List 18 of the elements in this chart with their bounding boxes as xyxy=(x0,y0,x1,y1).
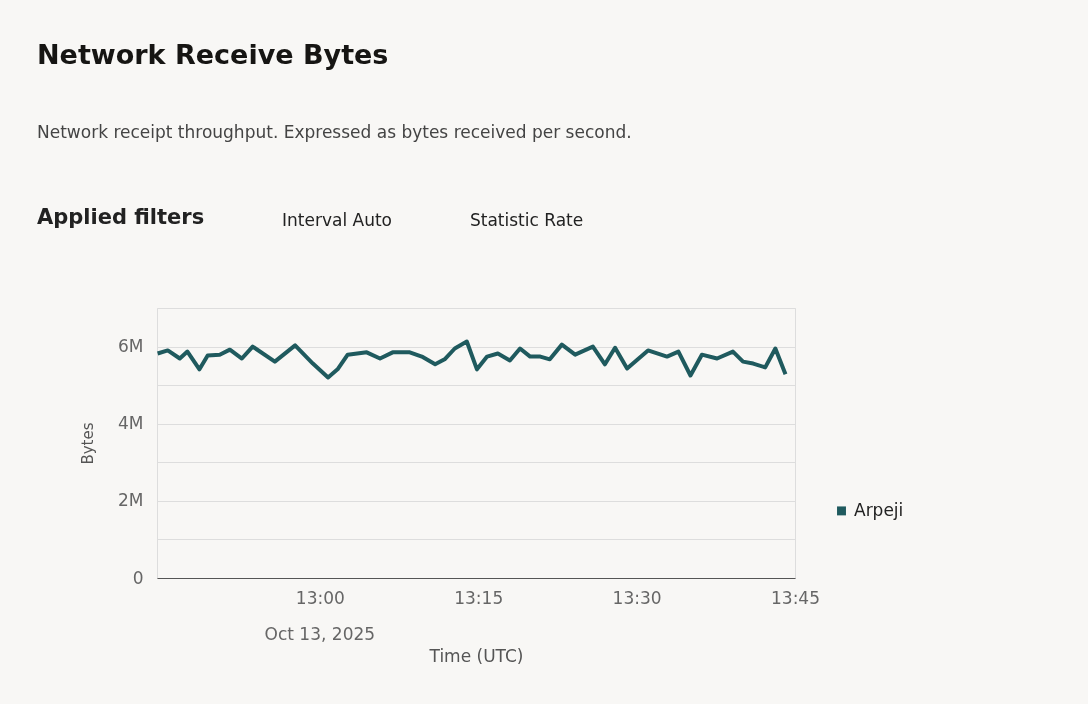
chart-title: Network Receive Bytes xyxy=(37,39,389,70)
x-tick-label: 13:30 xyxy=(612,587,662,608)
text: Oct 13, 2025 xyxy=(264,624,376,644)
text: Applied filters xyxy=(37,205,205,229)
x-tick-label: 13:45 xyxy=(771,587,820,608)
x-tick-label: 13:15 xyxy=(454,587,504,608)
y-tick-label: 6M xyxy=(118,336,144,357)
y-tick-label: 2M xyxy=(118,490,144,511)
x-tick-label: 13:00 xyxy=(295,587,345,608)
x-axis-title: Time (UTC) xyxy=(428,645,524,666)
legend-label: Arpeji xyxy=(854,499,904,520)
line-series xyxy=(155,339,788,380)
text: Interval Auto xyxy=(282,210,392,230)
y-tick-label: 4M xyxy=(118,413,144,434)
chart-subtitle: Network receipt throughput. Expressed as bytes received per second. xyxy=(37,122,632,142)
y-axis-title: Bytes xyxy=(79,422,98,465)
y-tick-label: 0 xyxy=(132,567,144,588)
text: Statistic Rate xyxy=(470,210,584,230)
